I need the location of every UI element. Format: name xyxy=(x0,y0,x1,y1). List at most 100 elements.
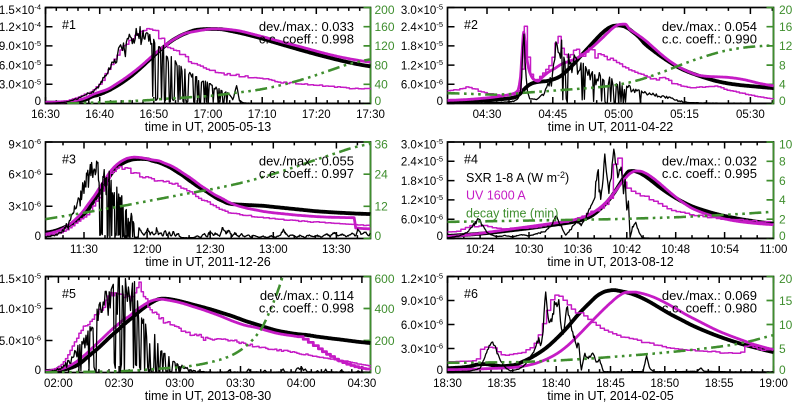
svg-text:5: 5 xyxy=(779,342,786,356)
svg-text:200: 200 xyxy=(375,3,395,17)
svg-text:6.0×10-5: 6.0×10-5 xyxy=(0,58,41,72)
svg-text:17:10: 17:10 xyxy=(248,109,277,121)
svg-text:0: 0 xyxy=(375,229,382,243)
svg-text:04:00: 04:00 xyxy=(287,378,316,390)
svg-text:0: 0 xyxy=(375,363,382,377)
svg-text:6.0×10-6: 6.0×10-6 xyxy=(401,318,443,332)
svg-text:0: 0 xyxy=(779,363,786,377)
svg-text:#2: #2 xyxy=(464,18,478,32)
svg-text:1.5×10-5: 1.5×10-5 xyxy=(0,272,41,286)
svg-text:18:55: 18:55 xyxy=(705,378,734,390)
svg-text:10:24: 10:24 xyxy=(466,244,495,256)
svg-text:04:45: 04:45 xyxy=(538,109,567,121)
svg-text:0: 0 xyxy=(779,94,786,108)
svg-text:c.c. coeff.: 0.980: c.c. coeff.: 0.980 xyxy=(662,300,757,315)
svg-text:05:00: 05:00 xyxy=(604,109,633,121)
svg-text:#6: #6 xyxy=(464,287,478,301)
svg-text:1.2×10-5: 1.2×10-5 xyxy=(401,272,443,286)
svg-text:2.4×10-5: 2.4×10-5 xyxy=(401,154,443,168)
svg-text:time in UT, 2013-08-30: time in UT, 2013-08-30 xyxy=(145,389,272,403)
svg-text:10: 10 xyxy=(779,137,793,151)
svg-text:0: 0 xyxy=(35,231,41,243)
svg-text:12:00: 12:00 xyxy=(133,244,162,256)
svg-text:#3: #3 xyxy=(62,153,76,167)
svg-text:12: 12 xyxy=(779,39,793,53)
svg-text:6.0×10-6: 6.0×10-6 xyxy=(401,77,443,91)
svg-text:dev./max.: 0.114: dev./max.: 0.114 xyxy=(260,288,354,303)
svg-text:10:30: 10:30 xyxy=(515,244,544,256)
svg-text:SXR 1-8 A (W m-2): SXR 1-8 A (W m-2) xyxy=(466,170,569,185)
svg-text:c.c. coeff.: 0.990: c.c. coeff.: 0.990 xyxy=(662,31,757,46)
svg-text:5.0×10-6: 5.0×10-6 xyxy=(0,334,41,348)
svg-text:6.0×10-6: 6.0×10-6 xyxy=(401,212,443,226)
svg-text:1.8×10-5: 1.8×10-5 xyxy=(401,39,443,53)
svg-text:18:45: 18:45 xyxy=(596,378,625,390)
svg-text:04:30: 04:30 xyxy=(348,378,377,390)
svg-text:10: 10 xyxy=(779,318,793,332)
svg-text:1.8×10-5: 1.8×10-5 xyxy=(401,174,443,188)
svg-text:1.5×10-4: 1.5×10-4 xyxy=(0,3,41,17)
svg-text:c.c. coeff.: 0.998: c.c. coeff.: 0.998 xyxy=(259,300,354,315)
svg-text:0: 0 xyxy=(437,365,443,377)
svg-text:36: 36 xyxy=(375,137,389,151)
svg-text:UV 1600 A: UV 1600 A xyxy=(466,189,526,203)
svg-text:decay time (min): decay time (min) xyxy=(466,206,558,220)
svg-text:13:00: 13:00 xyxy=(259,244,288,256)
svg-text:03:30: 03:30 xyxy=(226,378,255,390)
svg-text:18:35: 18:35 xyxy=(487,378,516,390)
svg-text:12:30: 12:30 xyxy=(196,244,225,256)
svg-text:11:30: 11:30 xyxy=(70,244,98,256)
svg-text:0: 0 xyxy=(35,96,41,108)
svg-text:19:00: 19:00 xyxy=(759,378,788,390)
svg-text:04:30: 04:30 xyxy=(473,109,502,121)
svg-text:18:50: 18:50 xyxy=(650,378,679,390)
svg-text:02:00: 02:00 xyxy=(44,378,73,390)
svg-text:time in UT, 2014-02-05: time in UT, 2014-02-05 xyxy=(547,389,674,403)
svg-text:24: 24 xyxy=(375,168,389,182)
svg-text:#1: #1 xyxy=(62,18,76,32)
svg-text:600: 600 xyxy=(375,272,395,286)
svg-text:10:48: 10:48 xyxy=(661,244,690,256)
svg-text:18:40: 18:40 xyxy=(542,378,571,390)
svg-text:05:30: 05:30 xyxy=(736,109,765,121)
svg-text:time in UT, 2013-08-12: time in UT, 2013-08-12 xyxy=(547,255,674,269)
svg-text:40: 40 xyxy=(375,78,389,92)
svg-text:4: 4 xyxy=(779,78,786,92)
svg-text:0: 0 xyxy=(35,365,41,377)
svg-text:17:20: 17:20 xyxy=(302,109,331,121)
svg-text:3.0×10-5: 3.0×10-5 xyxy=(0,77,41,91)
svg-text:17:30: 17:30 xyxy=(356,109,385,121)
svg-text:16:30: 16:30 xyxy=(31,109,60,121)
svg-text:time in UT, 2005-05-13: time in UT, 2005-05-13 xyxy=(145,120,272,134)
svg-text:03:00: 03:00 xyxy=(165,378,194,390)
svg-text:1.2×10-4: 1.2×10-4 xyxy=(0,20,41,34)
svg-text:dev./max.: 0.069: dev./max.: 0.069 xyxy=(662,288,757,303)
svg-text:0: 0 xyxy=(437,96,443,108)
svg-text:2.4×10-5: 2.4×10-5 xyxy=(401,20,443,34)
svg-text:80: 80 xyxy=(375,58,389,72)
svg-text:9×10-6: 9×10-6 xyxy=(8,137,41,151)
svg-text:2: 2 xyxy=(779,213,786,227)
svg-text:16:50: 16:50 xyxy=(139,109,168,121)
svg-text:20: 20 xyxy=(779,272,793,286)
svg-text:17:00: 17:00 xyxy=(194,109,223,121)
svg-text:120: 120 xyxy=(375,39,395,53)
svg-text:3×10-6: 3×10-6 xyxy=(8,199,41,213)
svg-text:11:00: 11:00 xyxy=(760,244,788,256)
svg-text:time in UT, 2011-12-26: time in UT, 2011-12-26 xyxy=(145,255,271,269)
svg-text:1.2×10-5: 1.2×10-5 xyxy=(401,58,443,72)
svg-text:02:30: 02:30 xyxy=(105,378,134,390)
svg-text:0: 0 xyxy=(779,229,786,243)
svg-text:#4: #4 xyxy=(464,153,478,167)
svg-text:4: 4 xyxy=(779,193,786,207)
svg-text:9.0×10-5: 9.0×10-5 xyxy=(0,39,41,53)
svg-text:#5: #5 xyxy=(62,287,76,301)
svg-text:10:42: 10:42 xyxy=(612,244,641,256)
svg-text:6: 6 xyxy=(779,174,786,188)
svg-text:15: 15 xyxy=(779,294,793,308)
svg-text:c.c. coeff.: 0.997: c.c. coeff.: 0.997 xyxy=(259,166,354,181)
svg-text:6×10-6: 6×10-6 xyxy=(8,167,41,181)
svg-text:3.0×10-5: 3.0×10-5 xyxy=(401,3,443,17)
svg-text:0: 0 xyxy=(437,231,443,243)
svg-text:10:36: 10:36 xyxy=(564,244,593,256)
